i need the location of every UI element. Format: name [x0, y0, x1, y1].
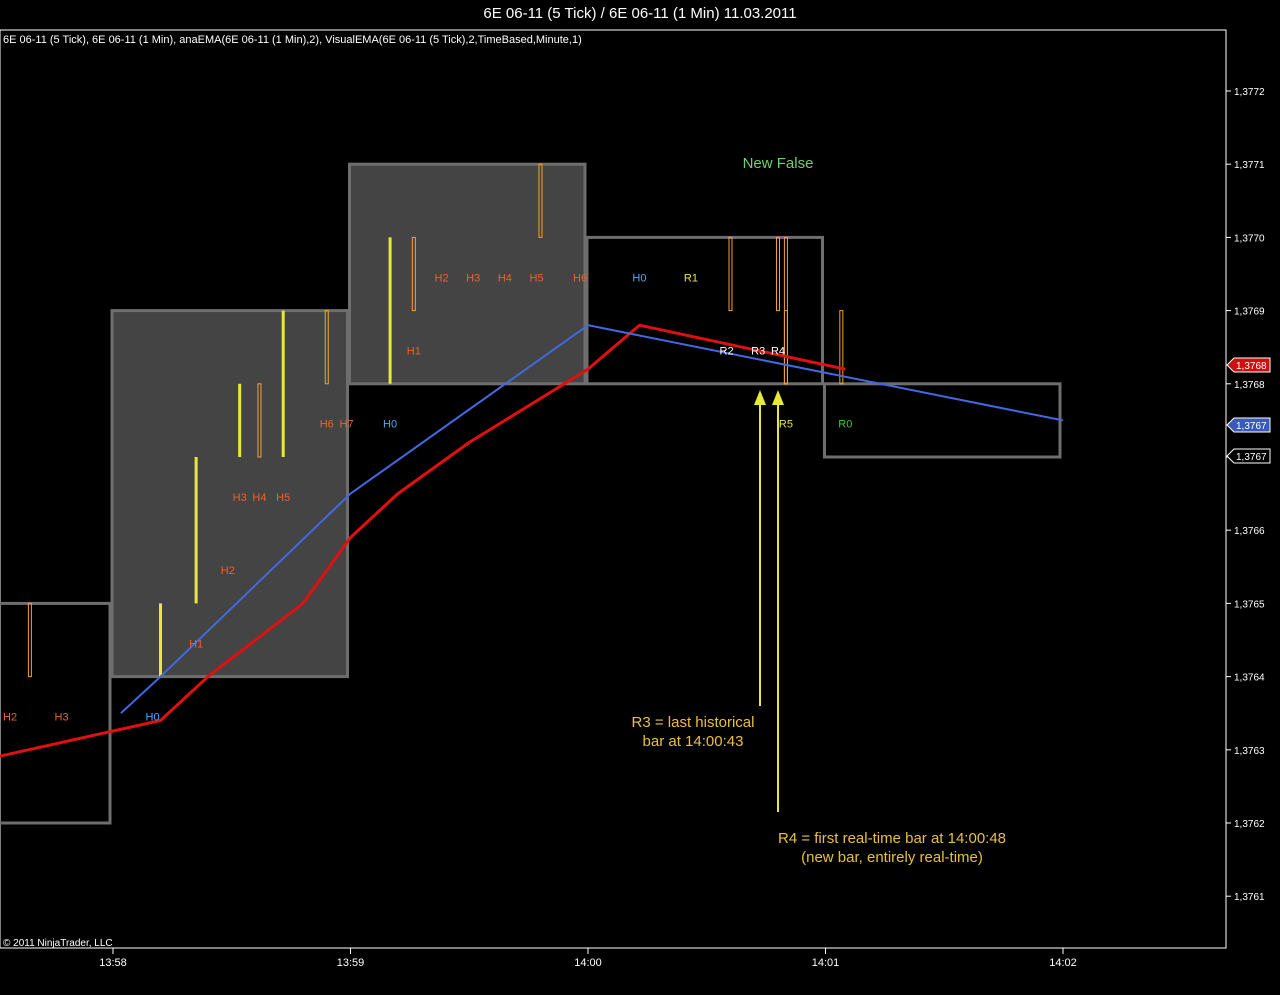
marker-label-14: H4	[498, 272, 512, 284]
price-tag-box-0	[1226, 357, 1271, 373]
annotation-arrow-head-0	[754, 390, 766, 405]
x-tick-label-4: 14:02	[1049, 957, 1077, 969]
y-tick-label-2: 1,3763	[1234, 746, 1265, 757]
marker-label-20: R3	[751, 346, 765, 358]
price-tag-box-2	[1226, 448, 1271, 464]
marker-label-4: H2	[221, 565, 235, 577]
ema-line-0	[0, 323, 846, 758]
marker-label-13: H3	[466, 272, 480, 284]
x-tick-label-0: 13:58	[99, 957, 127, 969]
y-tick-label-1: 1,3762	[1234, 819, 1265, 830]
price-tag-label-1: 1,3767	[1236, 421, 1267, 432]
marker-label-12: H2	[435, 272, 449, 284]
marker-label-5: H3	[233, 492, 247, 504]
tick-bars	[27, 163, 844, 678]
annotation-1-line-1: (new bar, entirely real-time)	[801, 849, 983, 866]
marker-label-23: R0	[838, 419, 852, 431]
y-tick-label-11: 1,3772	[1234, 87, 1265, 98]
marker-label-16: H6	[573, 272, 587, 284]
tick-bar-10	[728, 236, 733, 312]
price-tag-label-0: 1,3768	[1236, 361, 1267, 372]
marker-label-10: H0	[383, 419, 397, 431]
annotation-1-line-0: R4 = first real-time bar at 14:00:48	[778, 830, 1006, 847]
annotation-arrow-head-1	[772, 390, 784, 405]
marker-label-19: R2	[720, 346, 734, 358]
ema-line-1	[120, 324, 1064, 714]
x-tick-label-1: 13:59	[337, 957, 365, 969]
annotation-0-line-1: bar at 14:00:43	[643, 733, 744, 750]
tick-bar-13	[783, 310, 788, 385]
annotations: R3 = last historical bar at 14:00:43 R4 = …	[632, 390, 1006, 866]
marker-label-0: H2	[3, 712, 17, 724]
bar-markers: H2 H3 H0 H1 H2 H3 H4 H5 H6 H7 H0 H1 H2 H3 H4 H5 H6 H0 R1 R2…	[3, 272, 852, 723]
y-tick-label-8: 1,3769	[1234, 307, 1265, 318]
copyright-text: © 2011 NinjaTrader, LLC	[3, 938, 113, 949]
marker-label-9: H7	[340, 419, 354, 431]
x-tick-label-2: 14:00	[574, 957, 602, 969]
y-tick-label-3: 1,3764	[1234, 673, 1265, 684]
chart-header: 6E 06-11 (5 Tick), 6E 06-11 (1 Min), ana…	[3, 34, 582, 46]
y-tick-label-7: 1,3768	[1234, 380, 1265, 391]
ema-lines	[0, 323, 1064, 758]
marker-label-15: H5	[530, 272, 544, 284]
window-title: 6E 06-11 (5 Tick) / 6E 06-11 (1 Min) 11.…	[483, 5, 797, 22]
tick-bar-14	[839, 310, 844, 385]
marker-label-6: H4	[252, 492, 266, 504]
minute-bar-1	[110, 309, 349, 679]
tick-bar-6	[324, 310, 329, 385]
tick-bar-9	[538, 163, 543, 238]
y-tick-label-4: 1,3765	[1234, 599, 1265, 610]
status-text: New False	[743, 155, 814, 172]
marker-label-21: R4	[771, 346, 785, 358]
price-tag-label-2: 1,3767	[1236, 452, 1267, 463]
marker-label-18: R1	[684, 272, 698, 284]
y-tick-label-9: 1,3770	[1234, 233, 1265, 244]
marker-label-8: H6	[320, 419, 334, 431]
minute-bar-3	[585, 235, 824, 386]
tick-bar-4	[257, 383, 262, 458]
y-axis: 1,3761 1,3762 1,3763 1,3764 1,3765 1,3766 1,37…	[1226, 87, 1265, 903]
marker-label-2: H0	[146, 712, 160, 724]
tick-bar-8	[411, 236, 416, 312]
marker-label-17: H0	[632, 272, 646, 284]
marker-label-22: R5	[779, 419, 793, 431]
x-tick-label-3: 14:01	[812, 957, 840, 969]
y-tick-label-0: 1,3761	[1234, 892, 1265, 903]
marker-label-7: H5	[276, 492, 290, 504]
marker-label-3: H1	[189, 638, 203, 650]
y-tick-label-10: 1,3771	[1234, 160, 1265, 171]
price-tag-box-1	[1226, 417, 1271, 433]
annotation-0-line-0: R3 = last historical	[632, 714, 755, 731]
marker-label-11: H1	[407, 346, 421, 358]
y-tick-label-5: 1,3766	[1234, 526, 1265, 537]
price-tags: 1,3768 1,3767 1,3767	[1226, 357, 1271, 464]
x-axis: 13:58 13:59 14:00 14:01 14:02	[99, 948, 1077, 969]
tick-bar-11	[776, 236, 780, 312]
marker-label-1: H3	[55, 712, 69, 724]
tick-bar-0	[27, 602, 32, 678]
